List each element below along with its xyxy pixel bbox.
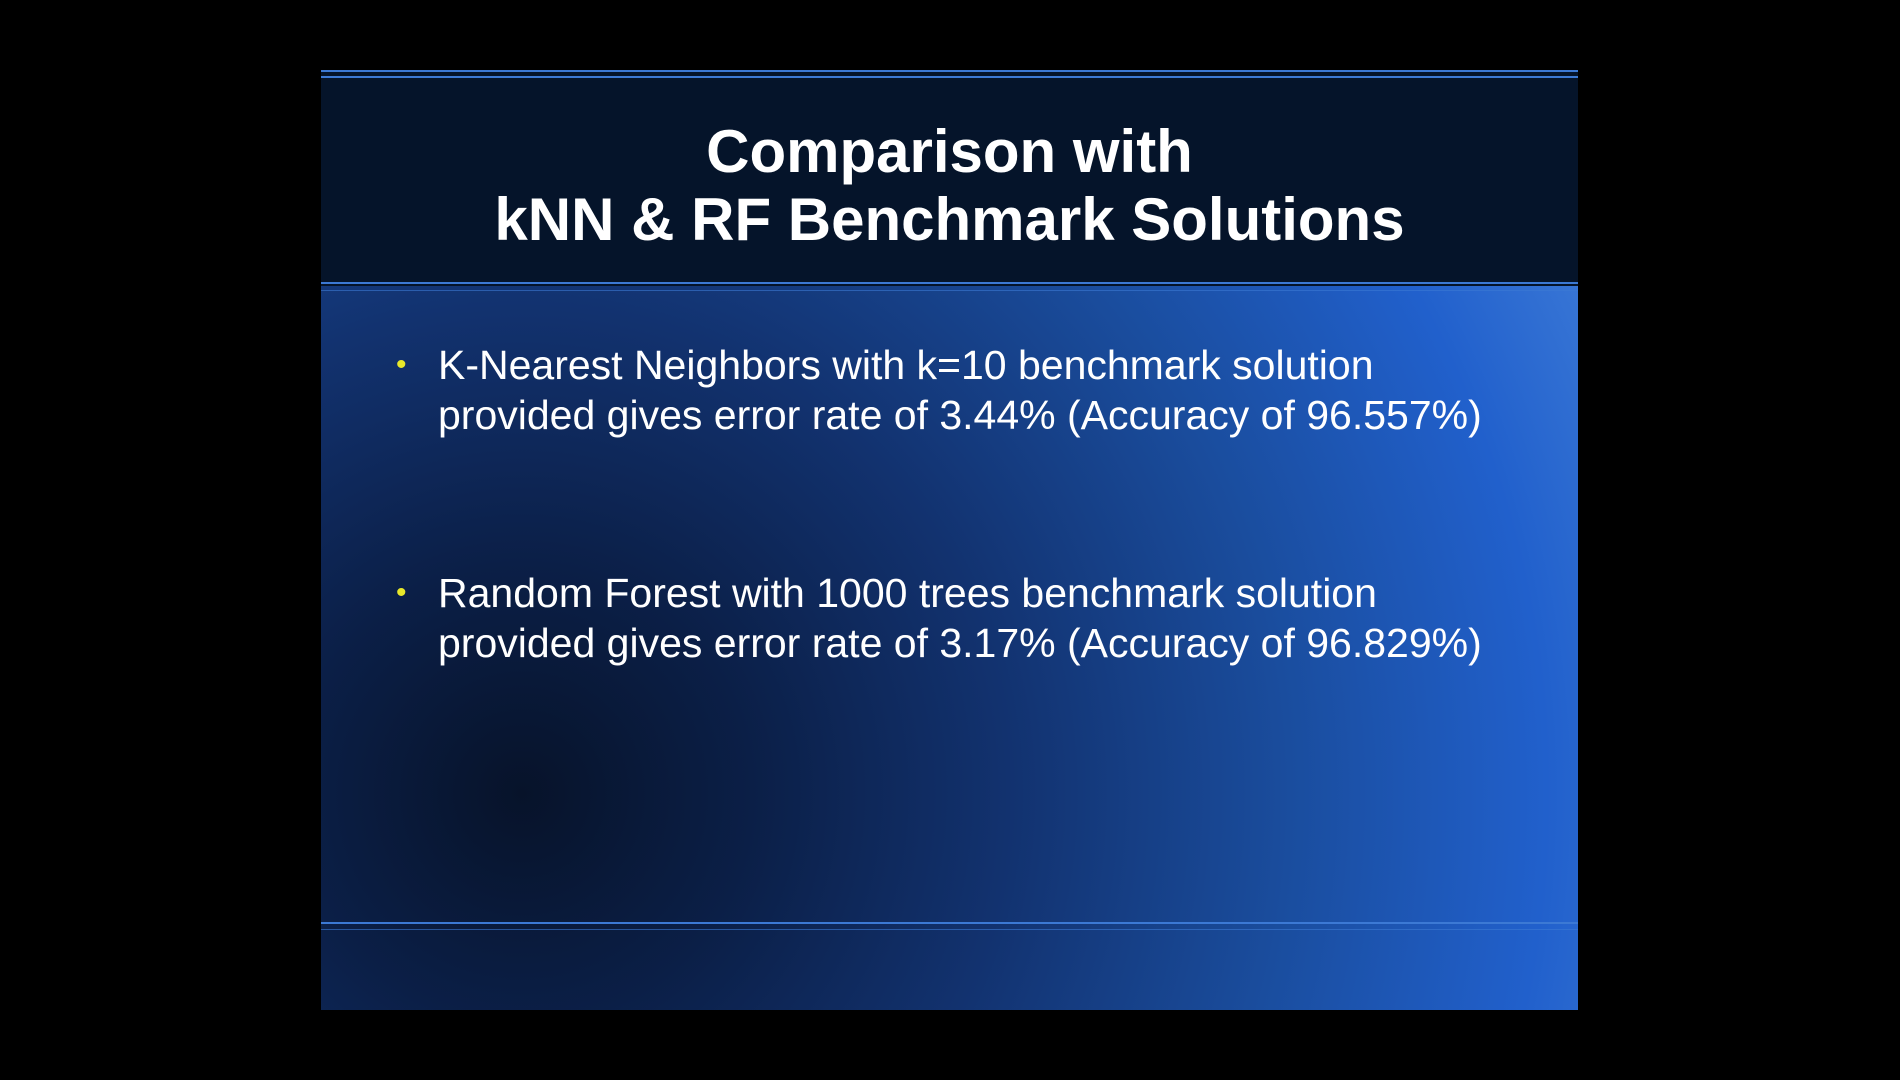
slide-title-line-1: Comparison with [706, 118, 1193, 185]
top-rule-thin [321, 70, 1578, 72]
bullet-item-knn: • K-Nearest Neighbors with k=10 benchmar… [396, 340, 1526, 440]
title-band [321, 70, 1578, 286]
bullet-dot-icon: • [396, 576, 407, 609]
slide-title: Comparison with kNN & RF Benchmark Solut… [321, 118, 1578, 254]
bullet-text-rf: Random Forest with 1000 trees benchmark … [438, 570, 1482, 666]
bullet-text-knn: K-Nearest Neighbors with k=10 benchmark … [438, 342, 1482, 438]
bullet-list: • K-Nearest Neighbors with k=10 benchmar… [396, 340, 1526, 668]
bullet-item-rf: • Random Forest with 1000 trees benchmar… [396, 568, 1526, 668]
title-rule [321, 282, 1578, 284]
title-rule-thin [321, 290, 1578, 291]
bottom-rule-thin [321, 929, 1578, 930]
bullet-dot-icon: • [396, 348, 407, 381]
top-rule [321, 76, 1578, 78]
slide: Comparison with kNN & RF Benchmark Solut… [321, 70, 1578, 1010]
slide-title-line-2: kNN & RF Benchmark Solutions [494, 186, 1405, 253]
bottom-rule [321, 922, 1578, 924]
